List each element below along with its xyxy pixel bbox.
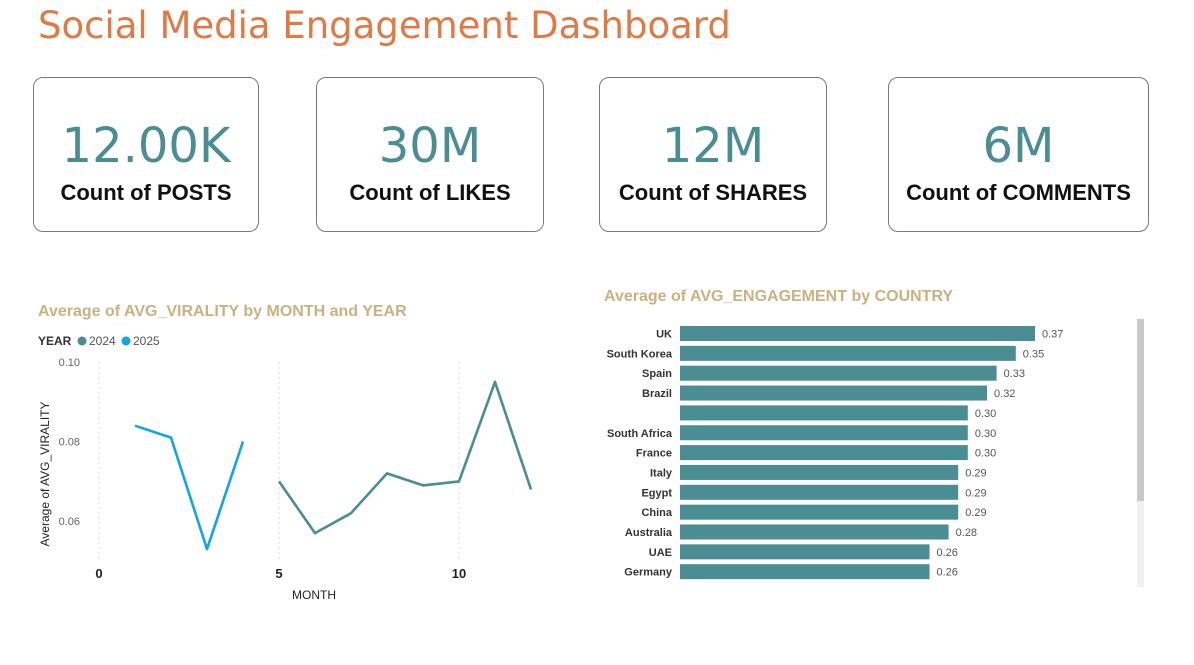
data-label: 0.30 (975, 448, 996, 460)
legend-marker-2025 (121, 336, 131, 346)
data-label: 0.37 (1042, 329, 1063, 341)
category-label: Italy (650, 467, 673, 479)
bar-chart-scrollbar-thumb[interactable] (1137, 319, 1144, 501)
category-label: South Africa (607, 428, 673, 440)
kpi-value: 12M (661, 118, 765, 174)
series-line-2024[interactable] (277, 380, 533, 535)
data-label: 0.30 (975, 428, 996, 440)
bar[interactable] (680, 564, 930, 580)
bar[interactable] (680, 504, 959, 520)
data-label: 0.35 (1023, 348, 1044, 360)
kpi-value: 30M (378, 118, 482, 174)
category-label: China (641, 507, 672, 519)
legend-label-2025[interactable]: 2025 (133, 334, 160, 348)
data-label: 0.26 (936, 567, 957, 579)
bar[interactable] (680, 425, 968, 441)
y-tick-label: 0.08 (59, 437, 80, 449)
category-label: South Korea (607, 348, 673, 360)
x-axis-label: MONTH (292, 588, 336, 602)
category-label: France (636, 448, 672, 460)
data-label: 0.32 (994, 388, 1015, 400)
series-line-2025[interactable] (134, 424, 245, 551)
x-tick-label: 0 (95, 566, 102, 581)
category-label: Egypt (641, 487, 672, 499)
data-label: 0.29 (965, 467, 986, 479)
bar[interactable] (680, 365, 997, 381)
category-label: UAE (649, 547, 672, 559)
bar[interactable] (680, 464, 959, 480)
dashboard-title: Social Media Engagement Dashboard (38, 4, 731, 47)
y-tick-label: 0.06 (59, 516, 80, 528)
data-label: 0.29 (965, 487, 986, 499)
bar[interactable] (680, 326, 1035, 341)
category-label: Australia (625, 527, 673, 539)
x-tick-label: 10 (452, 566, 466, 581)
bar[interactable] (680, 524, 949, 540)
data-label: 0.30 (975, 408, 996, 420)
bar[interactable] (680, 445, 968, 461)
bar[interactable] (680, 385, 987, 401)
category-label: UK (656, 329, 672, 341)
x-tick-label: 5 (275, 566, 282, 581)
bar[interactable] (680, 345, 1016, 361)
kpi-label: Count of POSTS (60, 180, 232, 205)
data-label: 0.28 (956, 527, 977, 539)
kpi-label: Count of COMMENTS (906, 180, 1131, 205)
bar[interactable] (680, 405, 968, 421)
kpi-card-likes[interactable]: 30M Count of LIKES (316, 77, 544, 232)
bar[interactable] (680, 544, 930, 560)
y-axis-label: Average of AVG_VIRALITY (38, 402, 52, 547)
kpi-card-comments[interactable]: 6M Count of COMMENTS (888, 77, 1149, 232)
legend-label-2024[interactable]: 2024 (89, 334, 116, 348)
kpi-label: Count of SHARES (618, 180, 808, 205)
line-chart[interactable]: YEAR 2024 2025 Average of AVG_VIRALITY M… (30, 328, 590, 608)
kpi-card-posts[interactable]: 12.00K Count of POSTS (33, 77, 259, 232)
data-label: 0.29 (965, 507, 986, 519)
data-label: 0.26 (936, 547, 957, 559)
kpi-value: 6M (982, 118, 1055, 174)
line-chart-title: Average of AVG_VIRALITY by MONTH and YEA… (38, 303, 407, 320)
legend-title: YEAR (38, 334, 72, 348)
bar-chart-title: Average of AVG_ENGAGEMENT by COUNTRY (604, 288, 954, 305)
y-tick-label: 0.10 (59, 357, 80, 369)
category-label: Spain (642, 368, 672, 380)
kpi-card-shares[interactable]: 12M Count of SHARES (599, 77, 827, 232)
category-label: Germany (624, 567, 673, 579)
kpi-label: Count of LIKES (349, 180, 511, 205)
legend-marker-2024 (77, 336, 87, 346)
bar[interactable] (680, 484, 959, 500)
bar-chart[interactable]: UK 0.37 South Korea 0.35 Spain 0.33 Brazil 0.32… (600, 320, 1130, 590)
kpi-value: 12.00K (61, 118, 231, 174)
data-label: 0.33 (1004, 368, 1025, 380)
category-label: Brazil (642, 388, 672, 400)
